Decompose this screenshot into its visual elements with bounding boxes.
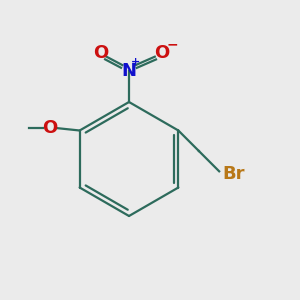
Text: O: O xyxy=(93,44,108,62)
Text: −: − xyxy=(167,38,178,52)
Text: O: O xyxy=(154,44,169,62)
Text: N: N xyxy=(122,61,136,80)
Text: Br: Br xyxy=(223,165,245,183)
Text: +: + xyxy=(131,56,140,67)
Text: O: O xyxy=(43,119,58,137)
